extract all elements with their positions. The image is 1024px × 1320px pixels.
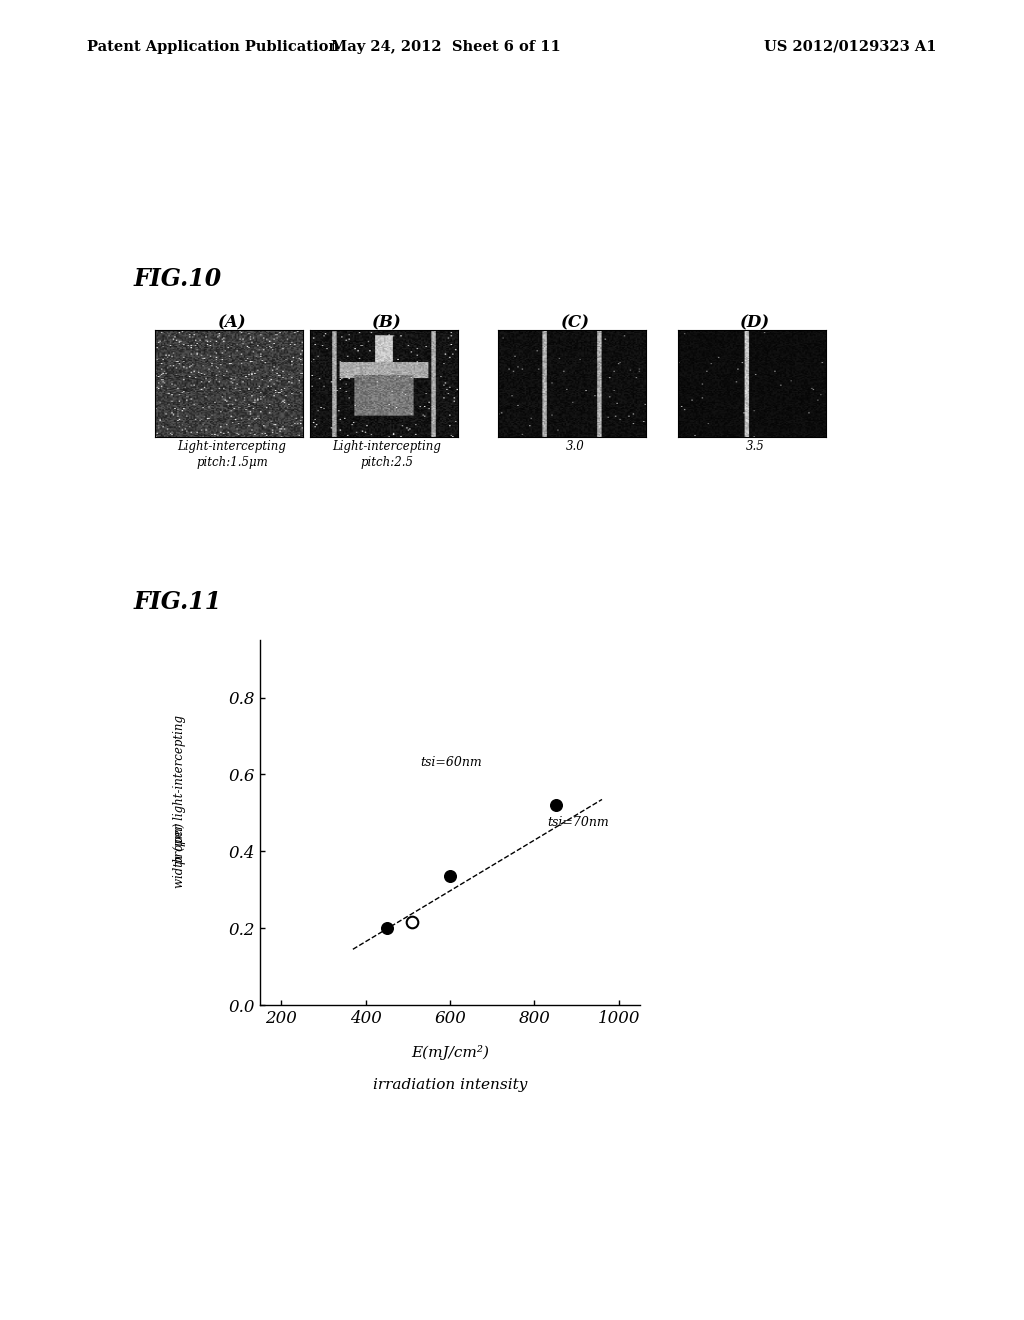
Text: (B): (B) — [372, 314, 401, 331]
Text: FIG.10: FIG.10 — [133, 267, 221, 290]
Text: irradiation intensity: irradiation intensity — [373, 1077, 527, 1092]
Text: 3.0: 3.0 — [565, 440, 585, 453]
Text: Light-intercepting
pitch:2.5: Light-intercepting pitch:2.5 — [333, 440, 441, 469]
Text: width (μm): width (μm) — [173, 822, 185, 888]
Text: (D): (D) — [740, 314, 770, 331]
Text: (C): (C) — [560, 314, 590, 331]
Text: tsi=70nm: tsi=70nm — [547, 816, 609, 829]
Text: 3.5: 3.5 — [745, 440, 764, 453]
Point — [379, 917, 395, 939]
Text: Light-intercepting
pitch:1.5μm: Light-intercepting pitch:1.5μm — [177, 440, 287, 469]
Text: US 2012/0129323 A1: US 2012/0129323 A1 — [765, 40, 937, 54]
Text: Patent Application Publication: Patent Application Publication — [87, 40, 339, 54]
Text: FIG.11: FIG.11 — [133, 590, 221, 614]
Point — [548, 795, 564, 816]
Point — [403, 912, 420, 933]
Text: (A): (A) — [218, 314, 247, 331]
Text: May 24, 2012  Sheet 6 of 11: May 24, 2012 Sheet 6 of 11 — [331, 40, 560, 54]
Text: E(mJ/cm²): E(mJ/cm²) — [411, 1044, 489, 1060]
Point — [441, 866, 458, 887]
Text: tsi=60nm: tsi=60nm — [421, 756, 482, 768]
Text: proper light-intercepting: proper light-intercepting — [173, 715, 185, 865]
